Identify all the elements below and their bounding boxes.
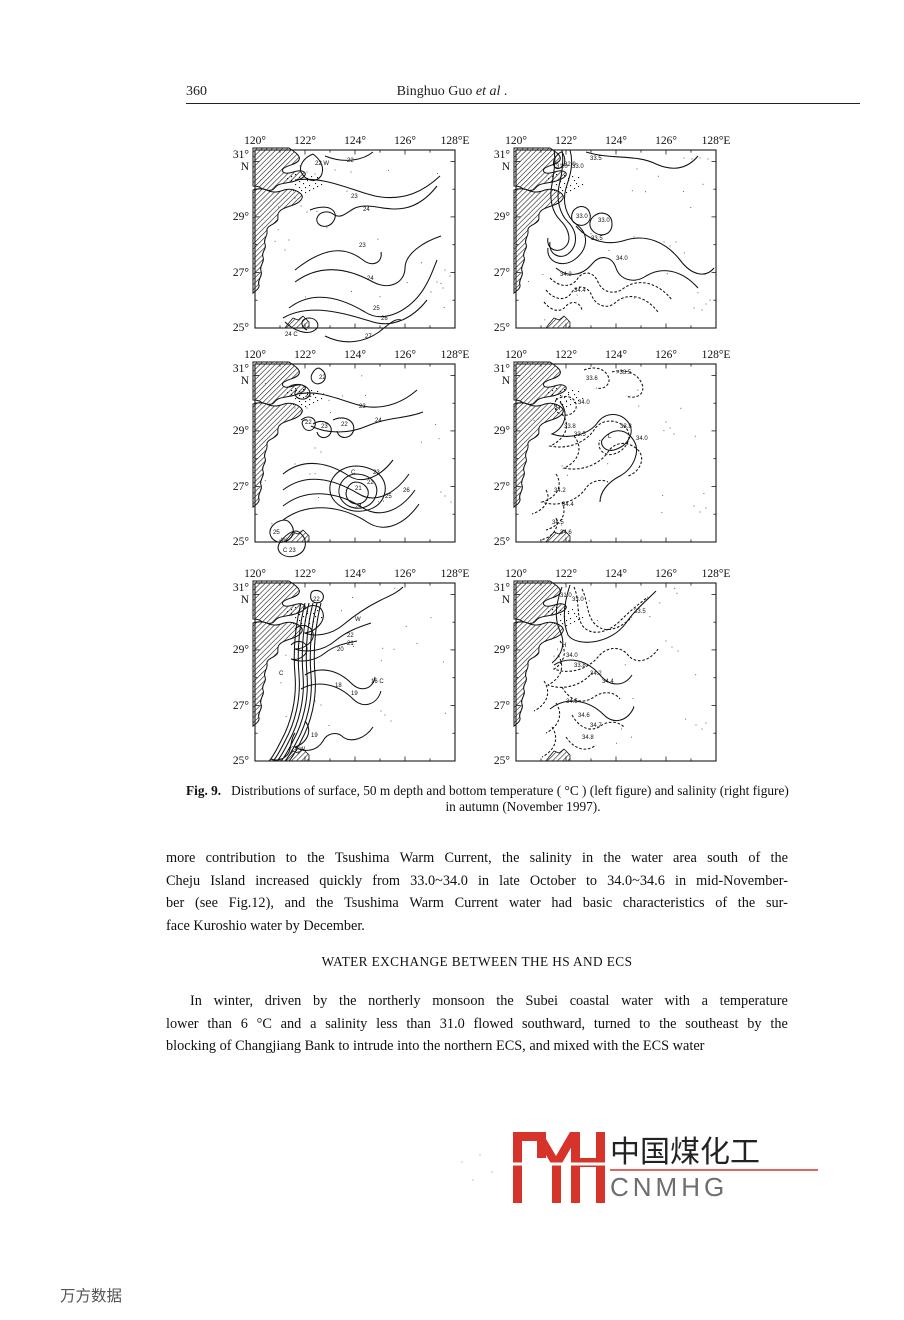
svg-text:26: 26 bbox=[381, 316, 388, 322]
svg-text:25: 25 bbox=[385, 494, 392, 500]
svg-text:25: 25 bbox=[373, 306, 380, 312]
svg-text:C 23: C 23 bbox=[283, 548, 296, 554]
svg-text:24: 24 bbox=[375, 418, 382, 424]
svg-text:21: 21 bbox=[347, 641, 354, 647]
svg-text:31.0: 31.0 bbox=[560, 593, 572, 599]
svg-text:34.7: 34.7 bbox=[590, 723, 602, 729]
svg-text:H: H bbox=[562, 643, 566, 649]
svg-text:33.0: 33.0 bbox=[572, 597, 584, 603]
svg-text:33.8: 33.8 bbox=[620, 424, 632, 430]
svg-text:34.5: 34.5 bbox=[566, 699, 578, 705]
svg-text:34.0: 34.0 bbox=[636, 436, 648, 442]
svg-text:34.0: 34.0 bbox=[566, 653, 578, 659]
svg-text:>33.5: >33.5 bbox=[616, 370, 632, 376]
svg-text:34.2: 34.2 bbox=[590, 671, 602, 677]
svg-text:33.5: 33.5 bbox=[590, 156, 602, 162]
svg-text:16 C: 16 C bbox=[371, 679, 384, 685]
svg-text:23: 23 bbox=[351, 194, 358, 200]
svg-text:C: C bbox=[279, 671, 284, 677]
svg-text:CNMHG: CNMHG bbox=[610, 1172, 728, 1202]
svg-text:C: C bbox=[351, 470, 356, 476]
svg-text:24 W: 24 W bbox=[291, 747, 305, 753]
svg-text:33.8: 33.8 bbox=[564, 424, 576, 430]
svg-text:26: 26 bbox=[403, 488, 410, 494]
svg-text:34.2: 34.2 bbox=[560, 272, 572, 278]
svg-text:H: H bbox=[556, 406, 560, 412]
svg-text:22: 22 bbox=[313, 597, 320, 603]
svg-text:22: 22 bbox=[347, 158, 354, 164]
svg-text:23: 23 bbox=[359, 404, 366, 410]
svg-text:中国煤化工: 中国煤化工 bbox=[610, 1136, 760, 1169]
svg-text:19: 19 bbox=[311, 733, 318, 739]
svg-text:22: 22 bbox=[367, 480, 374, 486]
svg-text:33.5: 33.5 bbox=[634, 609, 646, 615]
svg-text:34.4: 34.4 bbox=[602, 679, 614, 685]
svg-text:21: 21 bbox=[305, 393, 312, 399]
svg-text:W: W bbox=[281, 538, 287, 544]
svg-text:33.0: 33.0 bbox=[576, 214, 588, 220]
svg-text:24: 24 bbox=[363, 207, 370, 213]
svg-text:19: 19 bbox=[351, 691, 358, 697]
svg-text:34.6: 34.6 bbox=[560, 530, 572, 536]
svg-text:33.5: 33.5 bbox=[591, 236, 603, 242]
svg-text:34.8: 34.8 bbox=[582, 735, 594, 741]
svg-text:22: 22 bbox=[305, 420, 312, 426]
svg-text:33.0: 33.0 bbox=[572, 164, 584, 170]
svg-text:33.5: 33.5 bbox=[574, 432, 586, 438]
svg-text:20: 20 bbox=[337, 647, 344, 653]
svg-text:22: 22 bbox=[341, 422, 348, 428]
svg-text:33.8: 33.8 bbox=[574, 663, 586, 669]
svg-text:34.0: 34.0 bbox=[616, 256, 628, 262]
svg-text:23: 23 bbox=[359, 243, 366, 249]
svg-text:34.6: 34.6 bbox=[578, 713, 590, 719]
svg-text:34.2: 34.2 bbox=[554, 488, 566, 494]
svg-text:33.6: 33.6 bbox=[586, 376, 598, 382]
svg-text:24: 24 bbox=[355, 504, 362, 510]
svg-text:34.4: 34.4 bbox=[562, 502, 574, 508]
svg-text:W: W bbox=[355, 617, 361, 623]
svg-text:22 W: 22 W bbox=[315, 161, 329, 167]
svg-text:33.0: 33.0 bbox=[598, 218, 610, 224]
svg-text:21: 21 bbox=[355, 486, 362, 492]
svg-text:23: 23 bbox=[373, 470, 380, 476]
svg-text:22: 22 bbox=[347, 633, 354, 639]
svg-text:23: 23 bbox=[321, 424, 328, 430]
svg-text:27: 27 bbox=[365, 334, 372, 340]
svg-text:34.4: 34.4 bbox=[574, 288, 586, 294]
svg-text:34.0: 34.0 bbox=[578, 400, 590, 406]
svg-text:24 C: 24 C bbox=[285, 332, 298, 338]
svg-text:22: 22 bbox=[319, 375, 326, 381]
svg-text:18: 18 bbox=[335, 683, 342, 689]
svg-text:24: 24 bbox=[367, 276, 374, 282]
svg-text:34.5: 34.5 bbox=[552, 520, 564, 526]
svg-text:L: L bbox=[608, 434, 612, 440]
